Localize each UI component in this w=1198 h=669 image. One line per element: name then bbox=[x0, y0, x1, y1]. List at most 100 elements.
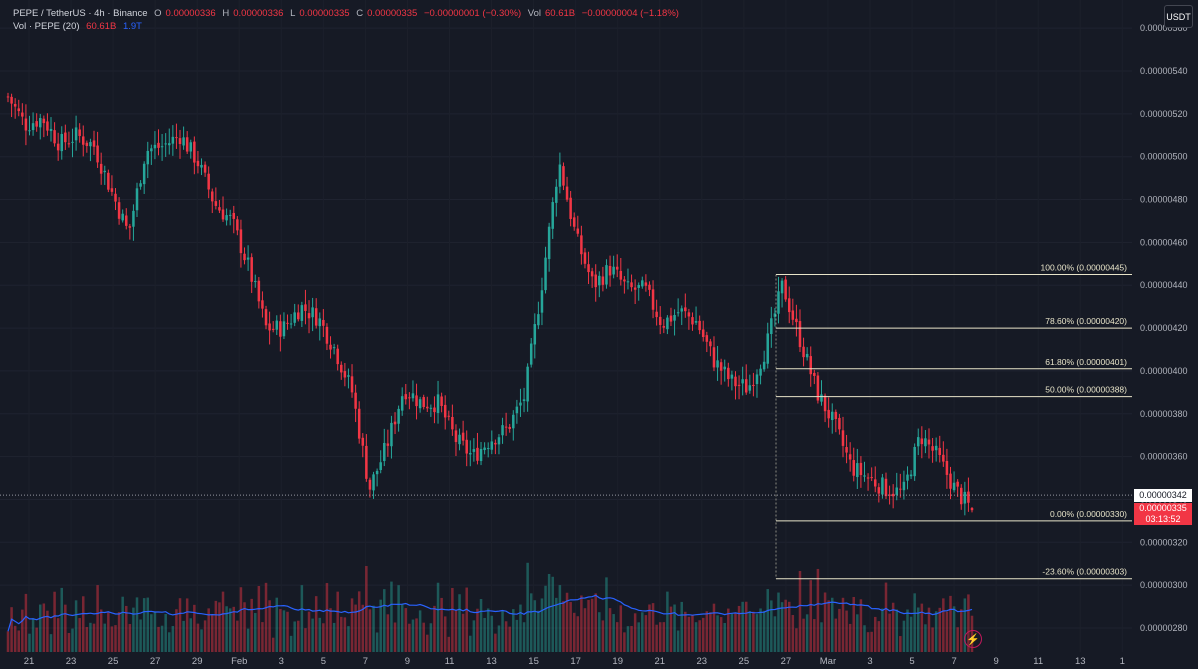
candle bbox=[443, 395, 447, 430]
volume-bar bbox=[895, 609, 898, 652]
volume-bar bbox=[225, 606, 228, 652]
candle bbox=[479, 441, 483, 466]
fib-level[interactable]: 61.80% (0.00000401) bbox=[776, 357, 1132, 370]
candle bbox=[540, 277, 544, 326]
change-value: −0.00000001 (−0.30%) bbox=[423, 8, 522, 19]
volume-bar bbox=[254, 613, 257, 652]
time-tick-label: Mar bbox=[820, 656, 836, 667]
volume-bar bbox=[605, 577, 608, 652]
volume-bar bbox=[967, 594, 970, 652]
volume-bar bbox=[576, 616, 580, 652]
candle bbox=[497, 434, 501, 455]
volume-bar bbox=[759, 608, 762, 652]
candle bbox=[99, 152, 103, 185]
candle bbox=[838, 413, 841, 435]
candle bbox=[816, 372, 820, 404]
time-tick-label: 21 bbox=[654, 656, 665, 667]
volume-bar bbox=[519, 604, 522, 652]
lightning-icon[interactable]: ⚡ bbox=[964, 630, 982, 648]
candle bbox=[866, 473, 870, 491]
time-tick-label: 9 bbox=[405, 656, 410, 667]
candle bbox=[121, 209, 124, 223]
currency-button[interactable]: USDT bbox=[1164, 5, 1193, 28]
candle bbox=[318, 312, 322, 341]
candle bbox=[164, 133, 167, 157]
volume-bar bbox=[207, 608, 210, 652]
candle bbox=[207, 166, 210, 199]
volume-bar bbox=[881, 608, 884, 652]
volume-bar bbox=[128, 624, 132, 652]
candle bbox=[723, 359, 726, 382]
candle bbox=[630, 274, 633, 292]
candle bbox=[927, 428, 931, 459]
volume-bar bbox=[10, 607, 13, 652]
time-tick-label: 7 bbox=[951, 656, 956, 667]
candle bbox=[228, 209, 232, 226]
candle bbox=[526, 363, 529, 412]
fib-level[interactable]: 50.00% (0.00000388) bbox=[776, 385, 1132, 398]
volume-bar bbox=[630, 625, 633, 652]
volume-indicator-value: 60.61B bbox=[86, 21, 117, 32]
volume-bar bbox=[236, 620, 239, 652]
volume-bar bbox=[408, 623, 411, 652]
candle bbox=[454, 424, 458, 457]
volume-bar bbox=[6, 631, 10, 652]
volume-bar bbox=[877, 621, 881, 652]
volume-bar bbox=[340, 616, 343, 652]
candle bbox=[189, 139, 193, 159]
candle bbox=[798, 309, 802, 353]
volume-bar bbox=[942, 598, 945, 652]
candle bbox=[576, 215, 580, 237]
candle bbox=[232, 205, 236, 234]
candle bbox=[913, 443, 916, 481]
last-price-value: 0.00000335 bbox=[1139, 503, 1187, 513]
volume-bar bbox=[189, 618, 193, 652]
candle bbox=[393, 412, 397, 435]
volume-bar bbox=[719, 617, 723, 652]
volume-bar bbox=[891, 602, 895, 652]
volume-bar bbox=[379, 599, 382, 652]
candle bbox=[895, 472, 898, 501]
volume-bar bbox=[357, 591, 361, 652]
vol-value: 60.61B bbox=[545, 8, 576, 19]
volume-bar bbox=[727, 608, 730, 652]
candle bbox=[329, 336, 332, 359]
candle bbox=[494, 439, 497, 455]
volume-bar bbox=[78, 618, 81, 652]
candle bbox=[641, 276, 644, 289]
volume-bar bbox=[709, 612, 712, 652]
fib-level[interactable]: 78.60% (0.00000420) bbox=[776, 316, 1132, 329]
volume-bar bbox=[486, 608, 490, 652]
volume-bar bbox=[515, 619, 519, 652]
candle bbox=[433, 396, 436, 424]
volume-bar bbox=[916, 607, 920, 652]
candle bbox=[200, 158, 203, 176]
volume-bar bbox=[956, 627, 959, 652]
fib-level[interactable]: -23.60% (0.00000303) bbox=[776, 567, 1132, 580]
fib-level[interactable]: 100.00% (0.00000445) bbox=[776, 263, 1132, 276]
time-tick-label: 21 bbox=[24, 656, 35, 667]
candle bbox=[963, 481, 967, 516]
volume-bar bbox=[447, 636, 451, 652]
volume-indicator-label[interactable]: Vol · PEPE (20) bbox=[13, 21, 80, 32]
fib-level[interactable]: 0.00% (0.00000330) bbox=[776, 509, 1132, 522]
volume-bar bbox=[684, 611, 687, 652]
candle bbox=[28, 115, 31, 136]
candle bbox=[676, 298, 680, 317]
volume-bar bbox=[802, 618, 805, 652]
volume-bar bbox=[866, 632, 870, 652]
volume-bar bbox=[705, 611, 709, 652]
candle bbox=[282, 312, 286, 340]
volume-bar bbox=[959, 609, 963, 652]
volume-bar bbox=[644, 615, 648, 652]
volume-bar bbox=[816, 568, 820, 652]
volume-bar bbox=[920, 603, 924, 652]
symbol-label[interactable]: PEPE / TetherUS · 4h · Binance bbox=[13, 8, 148, 19]
fib-label: 50.00% (0.00000388) bbox=[1045, 385, 1127, 395]
candle bbox=[662, 319, 666, 334]
candle bbox=[841, 416, 845, 458]
candle bbox=[970, 506, 974, 513]
crosshair-price-tag: 0.00000342 bbox=[1134, 489, 1192, 502]
